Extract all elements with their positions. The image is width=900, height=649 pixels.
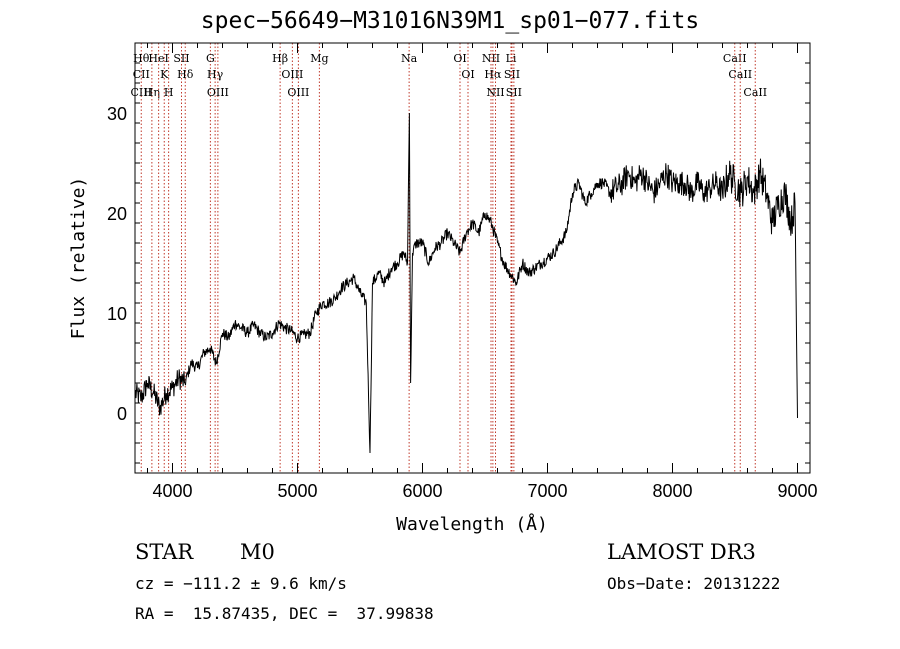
- spectral-line-label: Li: [506, 52, 517, 65]
- x-axis-label: Wavelength (Å): [396, 513, 548, 535]
- spectrum-series: [134, 112, 798, 454]
- spectral-line-label: G: [206, 52, 215, 65]
- spectral-line-label: Hβ: [272, 52, 288, 65]
- chart-title: spec−56649−M31016N39M1_sp01−077.fits: [200, 8, 700, 34]
- y-axis-label: Flux (relative): [68, 177, 89, 340]
- axes: 4000 5000 6000 7000 8000 9000 0 10 20 30: [107, 42, 818, 501]
- spectral-line-label: NII: [486, 86, 504, 99]
- y-tick-label: 30: [107, 104, 127, 124]
- spectral-line-label: CaII: [728, 68, 752, 81]
- spectral-line-label: CIII: [131, 86, 152, 99]
- spectral-line-label: CII: [133, 68, 150, 81]
- obs-date-text: Obs−Date: 20131222: [607, 574, 781, 593]
- x-tick-label: 8000: [652, 481, 692, 501]
- spectral-line-label: Hδ: [177, 68, 194, 81]
- spectral-line-label: SII: [506, 86, 522, 99]
- x-tick-label: 4000: [152, 481, 192, 501]
- spectral-line-label: Hα: [484, 68, 502, 81]
- x-tick-label: 9000: [777, 481, 817, 501]
- y-tick-label: 0: [117, 404, 127, 424]
- spectral-line-label: CaII: [723, 52, 747, 65]
- redshift-text: cz = −111.2 ± 9.6 km/s: [135, 574, 347, 593]
- class-label: STAR: [135, 540, 194, 564]
- spectral-line-label: Hγ: [207, 68, 224, 81]
- spectral-line-label: OI: [461, 68, 474, 81]
- spectral-line-label: OIII: [281, 68, 303, 81]
- plot-frame: [134, 42, 811, 474]
- spectral-line-label: SII: [504, 68, 520, 81]
- survey-label: LAMOST DR3: [607, 540, 756, 564]
- spectral-line-label: Hη: [144, 86, 160, 99]
- spectral-line-label: K: [160, 68, 169, 81]
- spectral-line-label: Hθ: [133, 52, 150, 65]
- subclass-label: M0: [240, 540, 275, 564]
- x-tick-label: 7000: [527, 481, 567, 501]
- axis-labels: Wavelength (Å) Flux (relative): [68, 177, 548, 535]
- x-tick-label: 5000: [277, 481, 317, 501]
- spectral-line-label: HeI: [148, 52, 168, 65]
- spectral-line-label: OI: [453, 52, 466, 65]
- spectral-line-label: H: [164, 86, 174, 99]
- spectral-line-label: OIII: [287, 86, 309, 99]
- y-tick-label: 10: [107, 304, 127, 324]
- spectral-line-label: Mg: [310, 52, 328, 65]
- ra-dec-text: RA = 15.87435, DEC = 37.99838: [135, 604, 434, 623]
- spectral-line-label: Na: [401, 52, 418, 65]
- spectral-line-label: OIII: [207, 86, 229, 99]
- spectrum-line: [134, 112, 798, 454]
- spectral-line-label: NII: [482, 52, 500, 65]
- x-tick-label: 6000: [402, 481, 442, 501]
- spectral-line-label: SII: [173, 52, 189, 65]
- y-tick-label: 20: [107, 204, 127, 224]
- spectral-line-label: CaII: [743, 86, 767, 99]
